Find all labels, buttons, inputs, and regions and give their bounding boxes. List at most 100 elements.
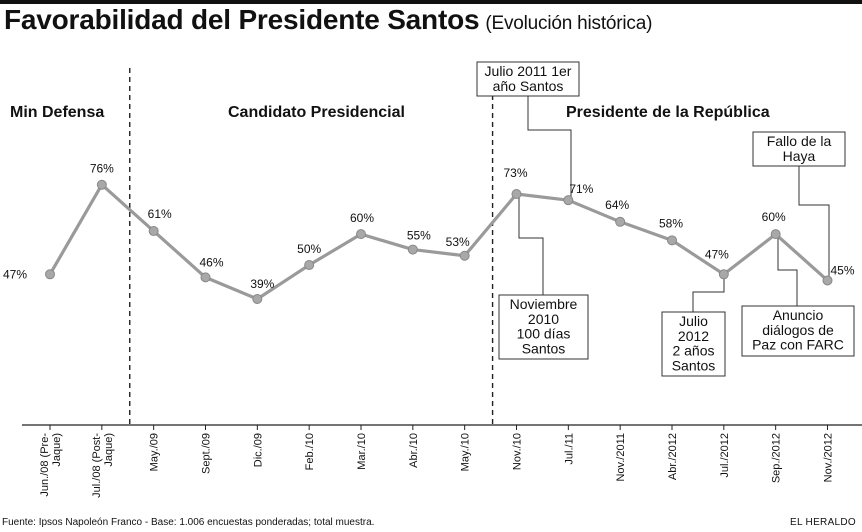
annotation-line: Paz con FARC: [752, 337, 844, 353]
x-tick-label: Abr./2012: [667, 433, 679, 480]
annotation-leader: [527, 96, 572, 198]
x-tick-label-line: Nov./10: [511, 433, 523, 470]
annotation-box: [498, 294, 589, 360]
data-point: [822, 275, 833, 286]
x-tick-label-line: Jul./08 (Post-: [91, 433, 103, 498]
annotation-line: Julio 2011 1er: [485, 63, 572, 79]
x-tick-label: Jun./08 (Pre- Jaque): [39, 433, 63, 497]
data-label: 73%: [503, 166, 527, 180]
x-tick-label: Jul./2012: [719, 433, 731, 478]
x-tick-label: May./10: [460, 433, 472, 471]
x-tick-label: Mar./10: [356, 433, 368, 470]
data-label: 47%: [705, 247, 729, 261]
data-label: 53%: [446, 235, 470, 249]
era-label: Min Defensa: [10, 104, 104, 121]
annotation-line: 100 días: [517, 326, 571, 342]
data-label: 61%: [148, 207, 172, 221]
data-point: [407, 244, 418, 255]
data-point: [770, 229, 781, 240]
data-point: [45, 269, 55, 280]
x-tick-label-line: Jaque): [103, 433, 115, 467]
data-label: 76%: [90, 162, 114, 176]
era-label: Candidato Presidencial: [228, 104, 405, 121]
brand-credit: EL HERALDO: [790, 517, 856, 528]
x-tick-label: Feb./10: [304, 433, 316, 470]
annotation-line: 2010: [528, 311, 559, 327]
chart-subtitle: (Evolución histórica): [485, 13, 653, 34]
data-point: [459, 250, 470, 261]
annotation-line: Fallo de la: [767, 133, 832, 149]
data-label: 47%: [3, 267, 27, 281]
x-tick-label: May./09: [149, 433, 161, 471]
data-point: [718, 269, 729, 280]
data-label: 60%: [762, 210, 786, 224]
annotation-box: [741, 305, 855, 357]
data-point: [511, 189, 522, 199]
top-rule: [0, 0, 862, 4]
x-tick-label-line: Jaque): [51, 433, 63, 467]
series-line: [48, 183, 829, 301]
x-tick-label-line: Sep./2012: [771, 433, 783, 483]
x-tick-label: Dic./09: [252, 433, 264, 467]
x-tick-label-line: Nov./2012: [822, 433, 834, 482]
x-tick-label: Jul./08 (Post- Jaque): [91, 433, 115, 498]
x-tick-label: Sept./09: [200, 433, 212, 474]
x-tick-label: Sep./2012: [771, 433, 783, 483]
data-label: 50%: [297, 242, 321, 256]
annotation-line: Julio: [679, 313, 708, 329]
era-label: Presidente de la República: [566, 104, 770, 121]
data-point: [355, 229, 366, 240]
x-tick-label: Abr./10: [408, 433, 420, 468]
annotation-leader: [692, 276, 725, 312]
x-tick-label-line: Feb./10: [304, 433, 316, 470]
annotation-line: Santos: [522, 340, 566, 356]
data-label: 45%: [830, 263, 854, 277]
annotation-line: Noviembre: [510, 296, 578, 312]
source-note: Fuente: Ipsos Napoleón Franco - Base: 1.…: [2, 517, 375, 528]
data-point: [96, 179, 107, 190]
chart-title-text: Favorabilidad del Presidente Santos: [4, 4, 480, 35]
annotation-line: Anuncio: [773, 307, 824, 323]
data-point: [200, 272, 211, 283]
x-tick-label-line: Nov./2011: [615, 433, 627, 482]
data-point: [148, 226, 159, 237]
x-tick-label-line: Jul./11: [563, 433, 575, 465]
data-label: 55%: [407, 229, 431, 243]
annotation-box: [752, 131, 846, 167]
x-tick-label-line: Abr./10: [408, 433, 420, 468]
data-label: 64%: [605, 198, 629, 212]
x-tick-label-line: Abr./2012: [667, 433, 679, 480]
data-label: 46%: [199, 255, 223, 269]
data-point: [304, 260, 315, 271]
data-label: 39%: [250, 277, 274, 291]
x-tick-label: Jul./11: [563, 433, 575, 465]
annotation-line: año Santos: [493, 78, 564, 94]
x-tick-label: Nov./2011: [615, 433, 627, 482]
x-tick-label: Nov./2012: [822, 433, 834, 482]
x-tick-label: Nov./10: [511, 433, 523, 470]
x-tick-label-line: Jun./08 (Pre-: [39, 433, 51, 497]
data-label: 71%: [569, 182, 593, 196]
annotation-box: [661, 311, 726, 377]
annotation-line: Santos: [672, 357, 716, 373]
annotation-line: 2 años: [672, 343, 714, 359]
data-label: 58%: [659, 216, 683, 230]
annotation-line: Haya: [783, 148, 816, 164]
data-point: [666, 235, 677, 246]
x-tick-label-line: Sept./09: [200, 433, 212, 474]
chart-title: Favorabilidad del Presidente Santos (Evol…: [4, 4, 652, 36]
x-tick-label-line: May./10: [460, 433, 472, 471]
annotation-leader: [777, 236, 798, 306]
annotation-line: diálogos de: [762, 322, 834, 338]
x-tick-label-line: Jul./2012: [719, 433, 731, 478]
annotation-leader: [518, 195, 544, 295]
x-tick-label-line: Mar./10: [356, 433, 368, 470]
data-point: [252, 294, 263, 304]
data-point: [615, 216, 626, 227]
data-point: [563, 195, 574, 206]
x-tick-label-line: May./09: [149, 433, 161, 471]
annotation-box: [476, 61, 580, 97]
annotation-leader: [798, 166, 830, 280]
annotation-line: 2012: [678, 328, 709, 344]
